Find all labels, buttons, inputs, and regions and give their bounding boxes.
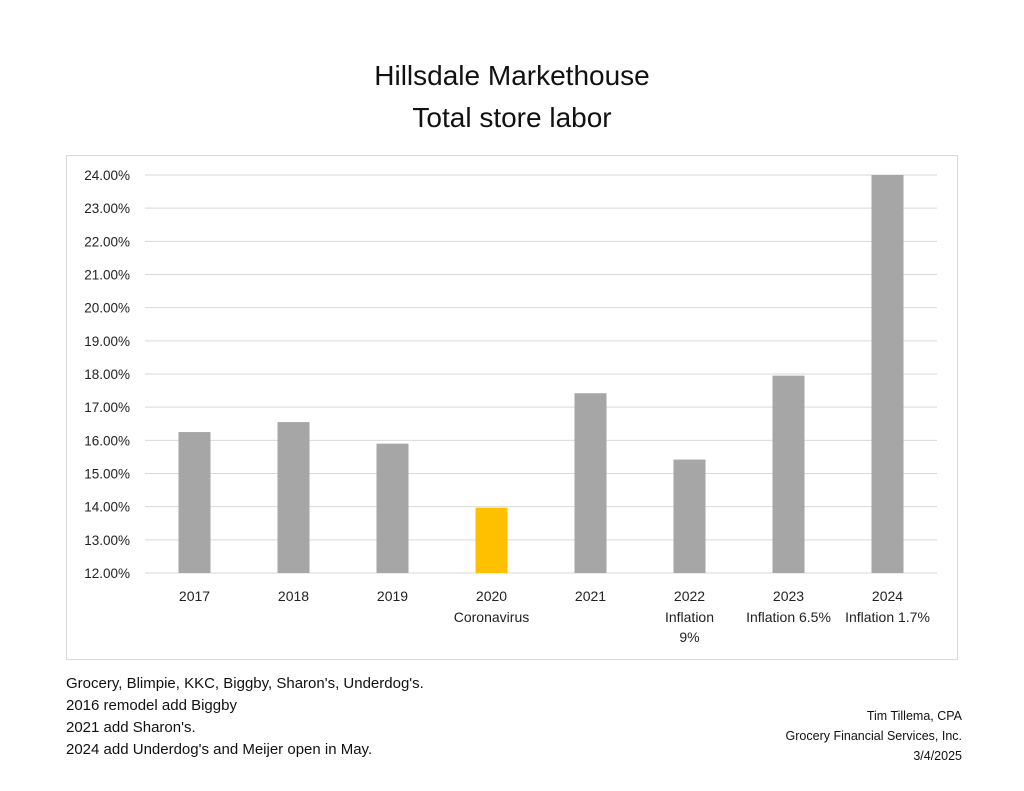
y-tick-label: 14.00% xyxy=(84,500,130,515)
y-tick-label: 17.00% xyxy=(84,400,130,415)
x-tick-label: 2024 xyxy=(872,588,903,604)
y-tick-label: 18.00% xyxy=(84,367,130,382)
bar xyxy=(178,432,211,573)
credit-block: Tim Tillema, CPA Grocery Financial Servi… xyxy=(786,706,962,766)
chart-title-line-1: Hillsdale Markethouse xyxy=(374,60,650,91)
x-tick-sublabel: 9% xyxy=(679,629,699,645)
bar xyxy=(871,175,904,573)
y-tick-label: 13.00% xyxy=(84,533,130,548)
chart-title-line-2: Total store labor xyxy=(412,102,612,133)
notes: Grocery, Blimpie, KKC, Biggby, Sharon's,… xyxy=(66,673,424,761)
x-tick-sublabel: Inflation 1.7% xyxy=(845,609,930,625)
y-tick-label: 22.00% xyxy=(84,234,130,249)
note-line: 2024 add Underdog's and Meijer open in M… xyxy=(66,741,373,758)
bar xyxy=(673,459,706,573)
x-tick-label: 2021 xyxy=(575,588,606,604)
x-tick-label: 2017 xyxy=(179,588,210,604)
y-tick-label: 12.00% xyxy=(84,566,130,581)
y-tick-label: 19.00% xyxy=(84,334,130,349)
x-tick-label: 2019 xyxy=(377,588,408,604)
credit-name: Tim Tillema, CPA xyxy=(866,709,962,723)
credit-company: Grocery Financial Services, Inc. xyxy=(785,729,962,743)
y-tick-label: 20.00% xyxy=(84,301,130,316)
bar xyxy=(574,393,607,573)
x-tick-label: 2018 xyxy=(278,588,309,604)
x-tick-sublabel: Coronavirus xyxy=(454,609,529,625)
chart-frame xyxy=(66,155,958,660)
y-tick-label: 16.00% xyxy=(84,433,130,448)
y-tick-label: 23.00% xyxy=(84,201,130,216)
x-tick-sublabel: Inflation 6.5% xyxy=(746,609,831,625)
credit-date: 3/4/2025 xyxy=(913,749,962,763)
x-tick-sublabel: Inflation xyxy=(665,609,714,625)
note-line: Grocery, Blimpie, KKC, Biggby, Sharon's,… xyxy=(66,675,424,692)
y-tick-label: 21.00% xyxy=(84,268,130,283)
x-tick-label: 2023 xyxy=(773,588,804,604)
y-tick-label: 24.00% xyxy=(84,168,130,183)
y-tick-label: 15.00% xyxy=(84,467,130,482)
x-tick-label: 2020 xyxy=(476,588,507,604)
note-line: 2016 remodel add Biggby xyxy=(66,697,237,714)
x-tick-label: 2022 xyxy=(674,588,705,604)
bar xyxy=(475,507,508,573)
bar xyxy=(277,422,310,573)
bar xyxy=(376,443,409,573)
bar xyxy=(772,375,805,573)
note-line: 2021 add Sharon's. xyxy=(66,719,196,736)
